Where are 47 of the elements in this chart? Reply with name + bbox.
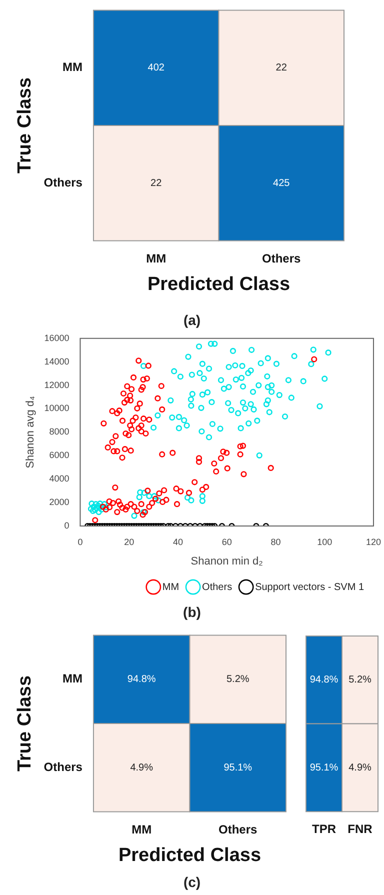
legend-label: MM: [162, 582, 180, 593]
y-axis-title: Shanon avg d₄: [24, 396, 37, 468]
x-tick-label: FNR: [348, 822, 373, 836]
x-tick-label: 80: [270, 536, 281, 547]
data-label: 5.2%: [348, 674, 372, 686]
data-label: 22: [276, 62, 288, 74]
y-tick-label: 12000: [44, 380, 70, 390]
y-tick-label: 8000: [49, 426, 70, 437]
x-tick-label: MM: [132, 822, 152, 836]
data-label: 4.9%: [130, 762, 154, 774]
y-tick-label: 0: [64, 520, 70, 530]
x-tick-label: 120: [366, 536, 382, 547]
data-label: 5.2%: [226, 674, 250, 686]
y-tick-label: 2000: [49, 497, 70, 508]
x-tick-label: 60: [222, 536, 232, 547]
text: (b): [182, 604, 202, 620]
x-tick-label: TPR: [312, 822, 336, 836]
y-tick-label: Others: [44, 760, 83, 774]
x-tick-label: 100: [317, 536, 332, 547]
x-axis-title: Shanon min d₂: [190, 555, 263, 568]
y-tick-label: 4000: [49, 474, 70, 484]
x-axis-title: Predicted Class: [118, 844, 262, 866]
data-label: 94.8%: [127, 674, 156, 686]
y-tick-label: 10000: [44, 403, 70, 414]
y-tick-label: MM: [62, 672, 82, 686]
text: (a): [182, 312, 202, 328]
data-label: 425: [273, 178, 290, 189]
text: (c): [182, 874, 202, 890]
x-tick-label: 20: [124, 536, 134, 547]
data-label: 95.1%: [224, 762, 252, 774]
x-tick-label: Others: [218, 822, 258, 836]
y-tick-label: 14000: [44, 356, 70, 366]
data-label: 4.9%: [348, 762, 372, 774]
x-tick-label: 40: [172, 536, 183, 547]
legend-label: Support vectors - SVM 1: [255, 582, 364, 593]
y-tick-label: 6000: [49, 450, 70, 460]
y-axis-title: True Class: [14, 675, 36, 772]
data-label: 22: [150, 178, 162, 189]
x-axis-title: Predicted Class: [147, 274, 290, 295]
y-tick-label: Others: [44, 175, 83, 190]
data-label: 95.1%: [310, 762, 338, 774]
legend-label: Others: [202, 582, 232, 593]
y-tick-label: MM: [62, 60, 82, 74]
data-label: 402: [148, 62, 165, 74]
data-label: 94.8%: [310, 674, 338, 686]
y-axis-title: True Class: [14, 77, 36, 174]
y-tick-label: 16000: [44, 332, 70, 343]
